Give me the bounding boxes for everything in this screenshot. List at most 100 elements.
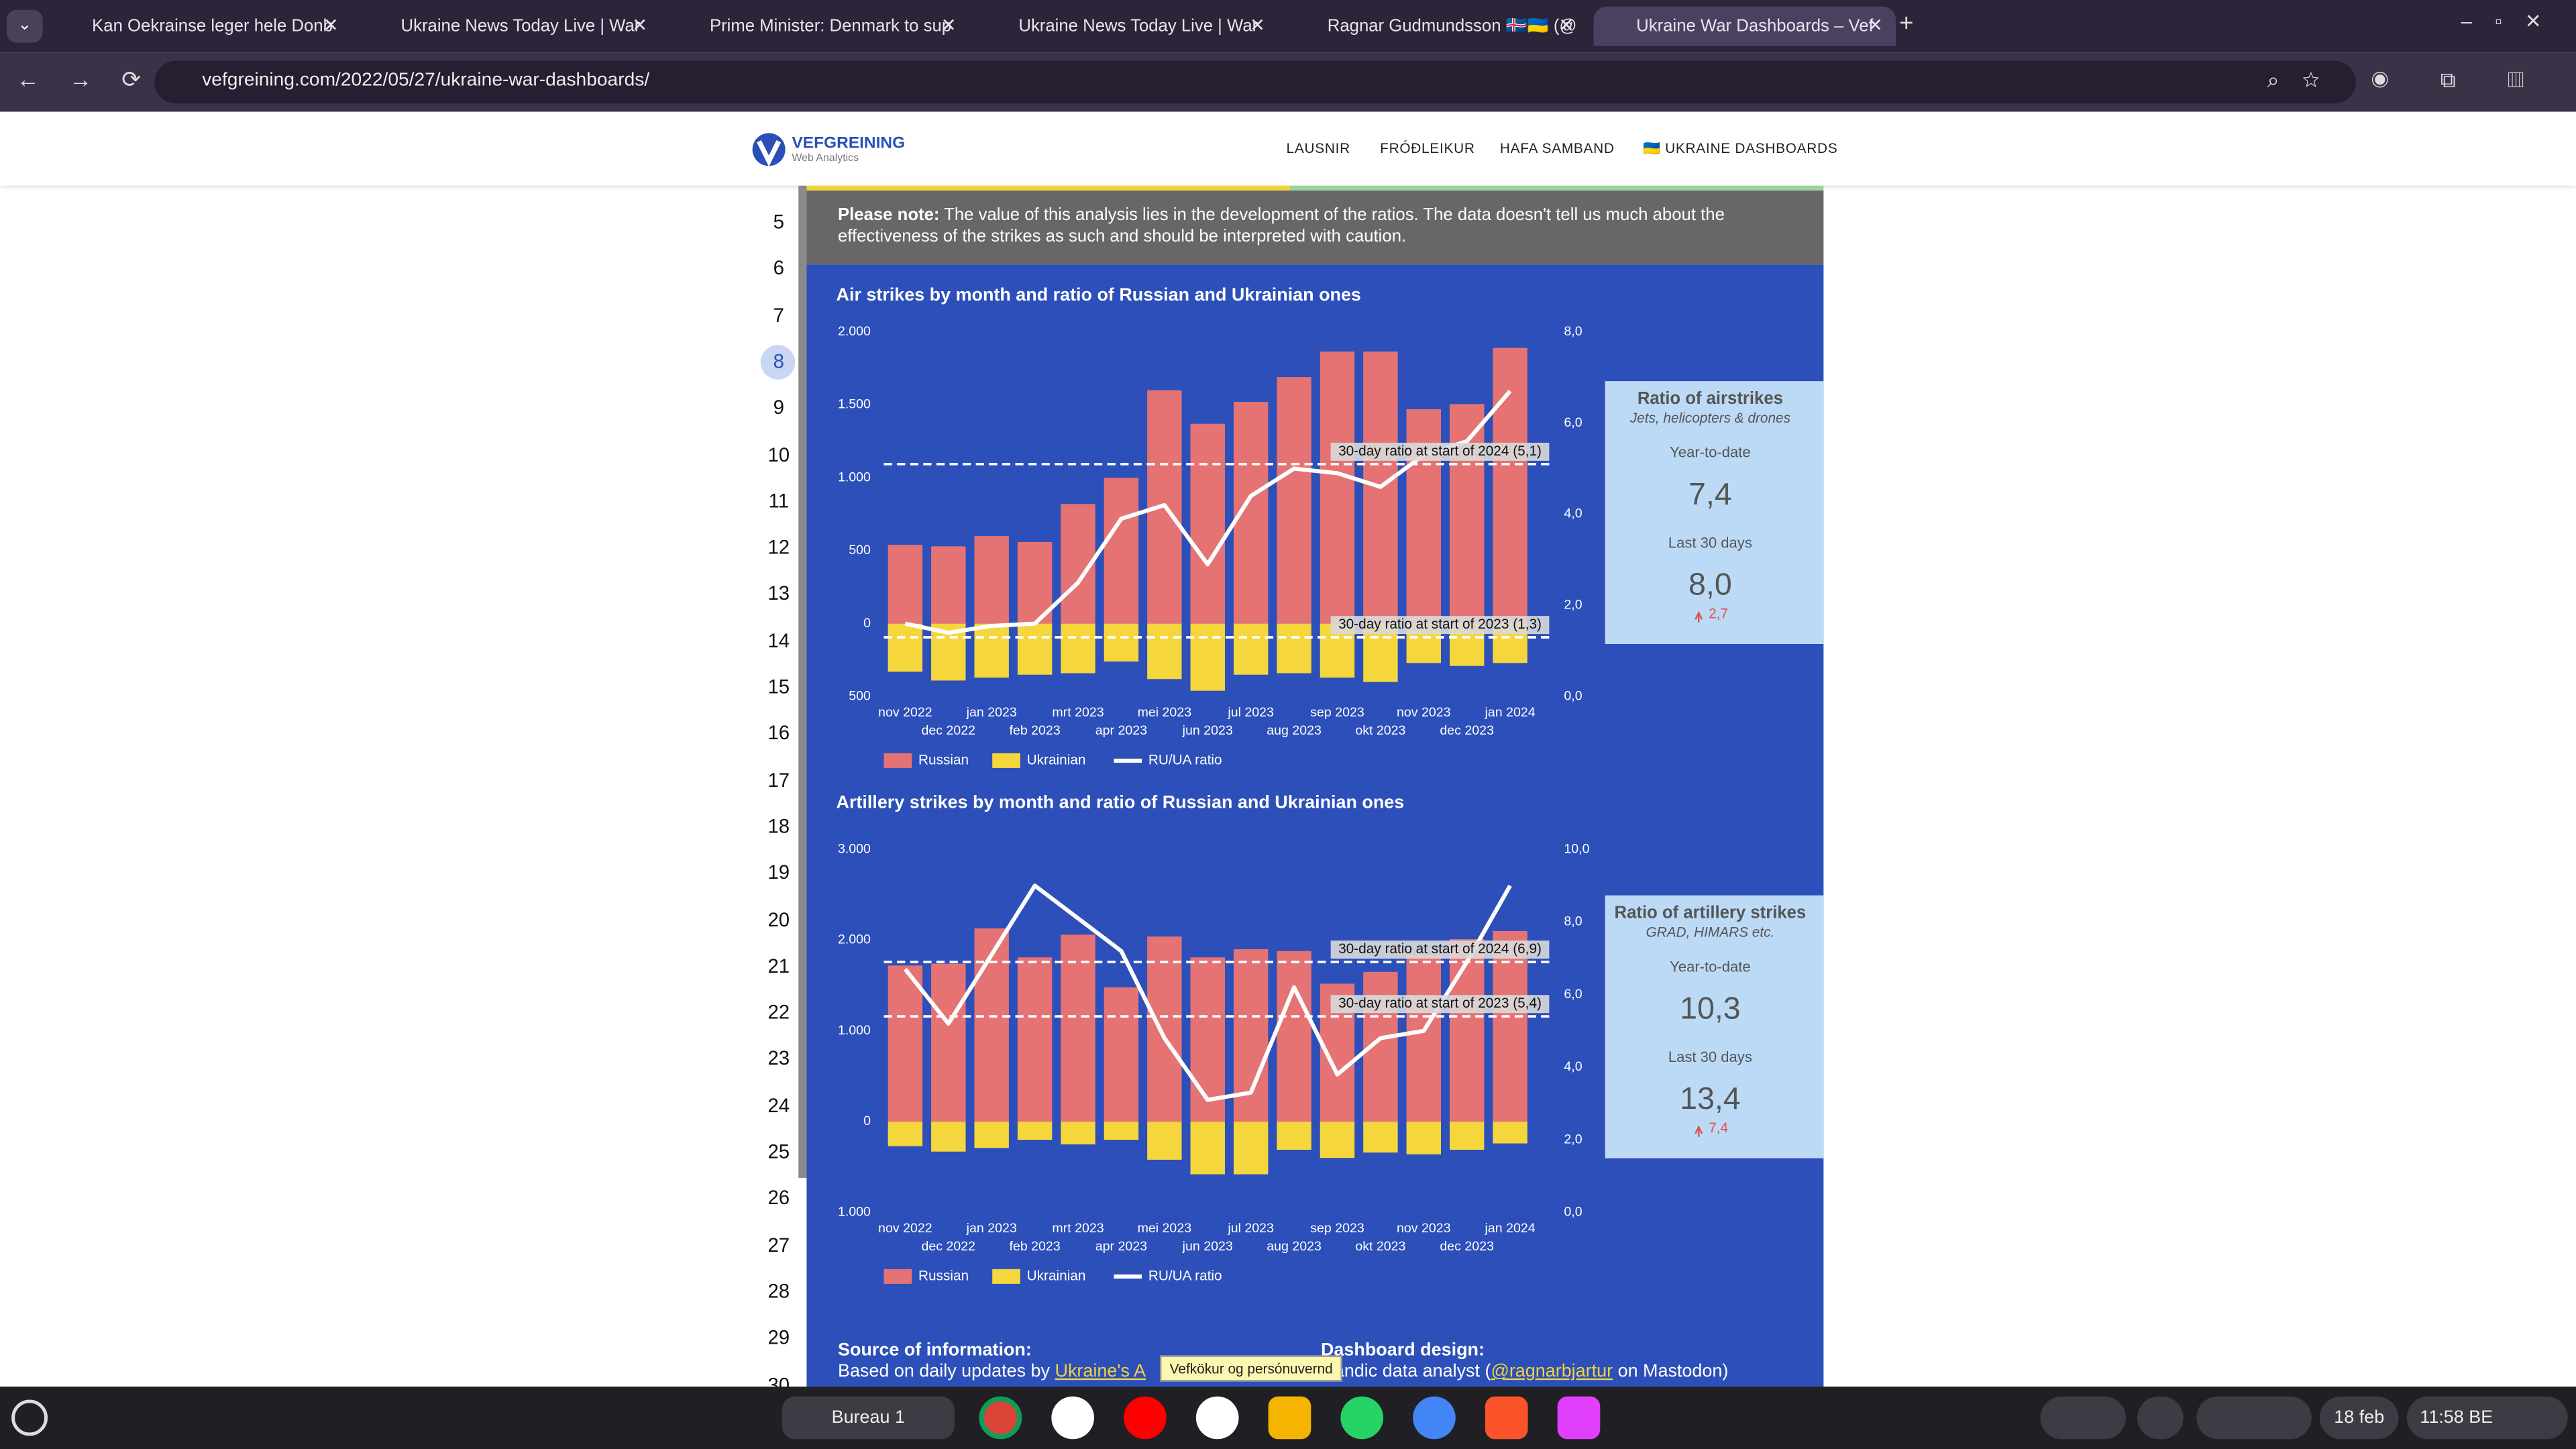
tab[interactable]: Ukraine News Today Live | War ✕ bbox=[358, 7, 661, 46]
annotation-box bbox=[1330, 941, 1550, 959]
panel-subtitle: Jets, helicopters & drones bbox=[1629, 411, 1790, 426]
bar bbox=[1104, 478, 1139, 624]
tab-close[interactable]: ✕ bbox=[632, 16, 647, 36]
annotation: 30-day ratio at start of 2024 (5,1) bbox=[1338, 443, 1542, 459]
date[interactable]: 18 feb bbox=[2319, 1396, 2399, 1440]
nav-item[interactable]: LAUSNIR bbox=[1286, 140, 1350, 156]
x-tick-label: apr 2023 bbox=[1095, 723, 1147, 738]
ratio-panel bbox=[1605, 895, 1824, 1159]
app-messages[interactable] bbox=[1413, 1396, 1456, 1440]
line-number: 26 bbox=[767, 1186, 790, 1210]
bar bbox=[931, 546, 966, 624]
toolbar-icons[interactable]: ⌕☆ ◉ ⧉ ▥ ⋮ bbox=[2267, 67, 2576, 93]
bar bbox=[1190, 957, 1225, 1122]
y-tick-label: 2.000 bbox=[838, 932, 871, 947]
tray-tablet[interactable] bbox=[2137, 1396, 2184, 1440]
panel-value: 8,0 bbox=[1688, 567, 1732, 602]
tab-search[interactable]: ⌄ bbox=[6, 9, 43, 43]
app-other[interactable] bbox=[1557, 1396, 1601, 1440]
line-number: 16 bbox=[767, 721, 790, 745]
line-number: 24 bbox=[767, 1093, 790, 1117]
tab-close[interactable]: ✕ bbox=[323, 16, 339, 36]
tab[interactable]: Kan Oekrainse leger hele Donb ✕ bbox=[49, 7, 352, 46]
panel-label: Last 30 days bbox=[1668, 534, 1752, 551]
tab-title: Prime Minister: Denmark to sup bbox=[709, 16, 952, 36]
design-tail: on Mastodon) bbox=[1617, 1362, 1729, 1382]
panel-value: 7,4 bbox=[1688, 476, 1732, 511]
x-tick-label: dec 2023 bbox=[1440, 1239, 1494, 1254]
bar bbox=[974, 536, 1009, 624]
x-tick-label: jun 2023 bbox=[1182, 723, 1233, 738]
x-tick-label: jun 2023 bbox=[1182, 1239, 1233, 1254]
tray-tote[interactable] bbox=[2196, 1396, 2312, 1440]
bar bbox=[974, 1122, 1009, 1148]
legend-swatch bbox=[992, 1269, 1020, 1284]
bar bbox=[1449, 1122, 1485, 1150]
bar bbox=[974, 623, 1009, 678]
tab-close[interactable]: ✕ bbox=[1250, 16, 1265, 36]
x-tick-label: dec 2022 bbox=[922, 723, 976, 738]
app-brave[interactable] bbox=[1485, 1396, 1528, 1440]
annotation: 30-day ratio at start of 2023 (1,3) bbox=[1338, 616, 1542, 632]
change-arrow bbox=[1695, 1125, 1703, 1137]
clock[interactable]: 11:58 BE bbox=[2406, 1396, 2568, 1440]
bar bbox=[1277, 623, 1311, 674]
bar bbox=[888, 1122, 923, 1146]
new-tab[interactable]: + bbox=[1899, 9, 1914, 38]
nav-item[interactable]: HAFA SAMBAND bbox=[1499, 140, 1615, 156]
x-tick-label: mei 2023 bbox=[1138, 705, 1192, 720]
scroll-rail bbox=[798, 185, 807, 1178]
bar bbox=[931, 1122, 966, 1152]
tab-close[interactable]: ✕ bbox=[1558, 16, 1574, 36]
legend-label: RU/UA ratio bbox=[1148, 1268, 1222, 1283]
logo-text: VEFGREINING bbox=[792, 134, 906, 153]
nav-item[interactable]: 🇺🇦 UKRAINE DASHBOARDS bbox=[1642, 140, 1838, 156]
panel-value: 10,3 bbox=[1680, 990, 1741, 1025]
omnibox[interactable] bbox=[154, 60, 2356, 104]
tab[interactable]: Ukraine News Today Live | War ✕ bbox=[976, 7, 1279, 46]
app-whatsapp[interactable] bbox=[1340, 1396, 1384, 1440]
bar bbox=[1190, 623, 1225, 691]
app-play[interactable] bbox=[1195, 1396, 1239, 1440]
legend-label: Ukrainian bbox=[1027, 1268, 1086, 1283]
launcher[interactable] bbox=[11, 1399, 48, 1436]
window-controls[interactable]: –▫✕ bbox=[2461, 9, 2565, 33]
y2-tick-label: 10,0 bbox=[1564, 841, 1589, 856]
legend-label: RU/UA ratio bbox=[1148, 752, 1222, 767]
line-number: 7 bbox=[773, 303, 785, 327]
y2-tick-label: 4,0 bbox=[1564, 506, 1582, 521]
line-number: 29 bbox=[767, 1326, 790, 1350]
x-tick-label: mrt 2023 bbox=[1052, 1221, 1104, 1236]
bar bbox=[1233, 1122, 1269, 1175]
line-number: 12 bbox=[767, 535, 790, 559]
tab[interactable]: Prime Minister: Denmark to sup ✕ bbox=[667, 7, 969, 46]
app-chrome[interactable] bbox=[979, 1396, 1022, 1440]
x-tick-label: mei 2023 bbox=[1138, 1221, 1192, 1236]
y-tick-label: 500 bbox=[849, 689, 871, 704]
nav-buttons[interactable]: ←→⟳ bbox=[16, 65, 171, 93]
source-link[interactable]: Ukraine's A bbox=[1055, 1362, 1146, 1382]
x-tick-label: mrt 2023 bbox=[1052, 705, 1104, 720]
tray-phone[interactable] bbox=[2040, 1396, 2126, 1440]
ratio-panel bbox=[1605, 381, 1824, 645]
design: Icelandic data analyst (@ragnarbjartur o… bbox=[1306, 1362, 1728, 1381]
tab[interactable]: Ragnar Gudmundsson 🇮🇸🇺🇦 (@ ✕ bbox=[1285, 7, 1587, 46]
design-link[interactable]: @ragnarbjartur bbox=[1491, 1362, 1613, 1382]
desk-button[interactable]: Bureau 1 bbox=[782, 1396, 955, 1440]
tab-close[interactable]: ✕ bbox=[941, 16, 957, 36]
bar bbox=[1277, 951, 1311, 1122]
nav-item[interactable]: FRÓÐLEIKUR bbox=[1380, 140, 1475, 156]
x-tick-label: jan 2024 bbox=[1485, 705, 1536, 720]
bar bbox=[1190, 1122, 1225, 1175]
bar bbox=[1406, 409, 1442, 624]
y-tick-label: 3.000 bbox=[838, 841, 871, 856]
app-youtube[interactable] bbox=[1124, 1396, 1167, 1440]
app-files[interactable] bbox=[1268, 1396, 1311, 1440]
tab-strip bbox=[0, 0, 2576, 53]
tooltip: Vefkökur og persónuvernd bbox=[1159, 1355, 1343, 1382]
bar bbox=[1449, 404, 1485, 624]
tab[interactable]: Ukraine War Dashboards – Vef ✕ bbox=[1593, 6, 1896, 46]
panel-change: 7,4 bbox=[1709, 1120, 1728, 1136]
tab-close[interactable]: ✕ bbox=[1867, 16, 1883, 36]
app-gmail[interactable] bbox=[1051, 1396, 1095, 1440]
